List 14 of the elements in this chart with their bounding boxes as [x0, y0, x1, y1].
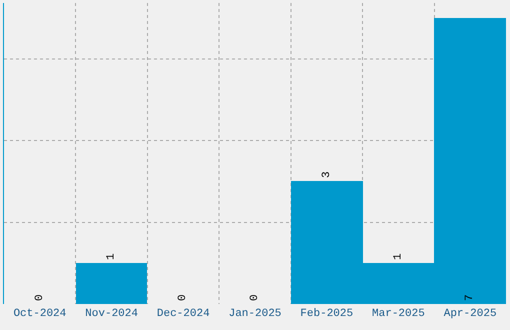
data-label: 3 — [321, 171, 333, 178]
data-label: 0 — [249, 294, 261, 301]
x-tick-label: Apr-2025 — [444, 308, 497, 320]
data-label: 0 — [177, 294, 189, 301]
x-tick-label: Oct-2024 — [13, 308, 67, 320]
x-tick-label: Mar-2025 — [372, 308, 425, 320]
x-tick-label: Jan-2025 — [228, 308, 282, 320]
x-tick-label: Nov-2024 — [85, 308, 138, 320]
data-label: 7 — [464, 294, 476, 301]
x-tick-label: Dec-2024 — [156, 308, 210, 320]
x-tick-label: Feb-2025 — [300, 308, 354, 320]
data-label: 1 — [106, 253, 118, 260]
data-label: 0 — [34, 294, 46, 301]
data-label: 1 — [392, 253, 404, 260]
